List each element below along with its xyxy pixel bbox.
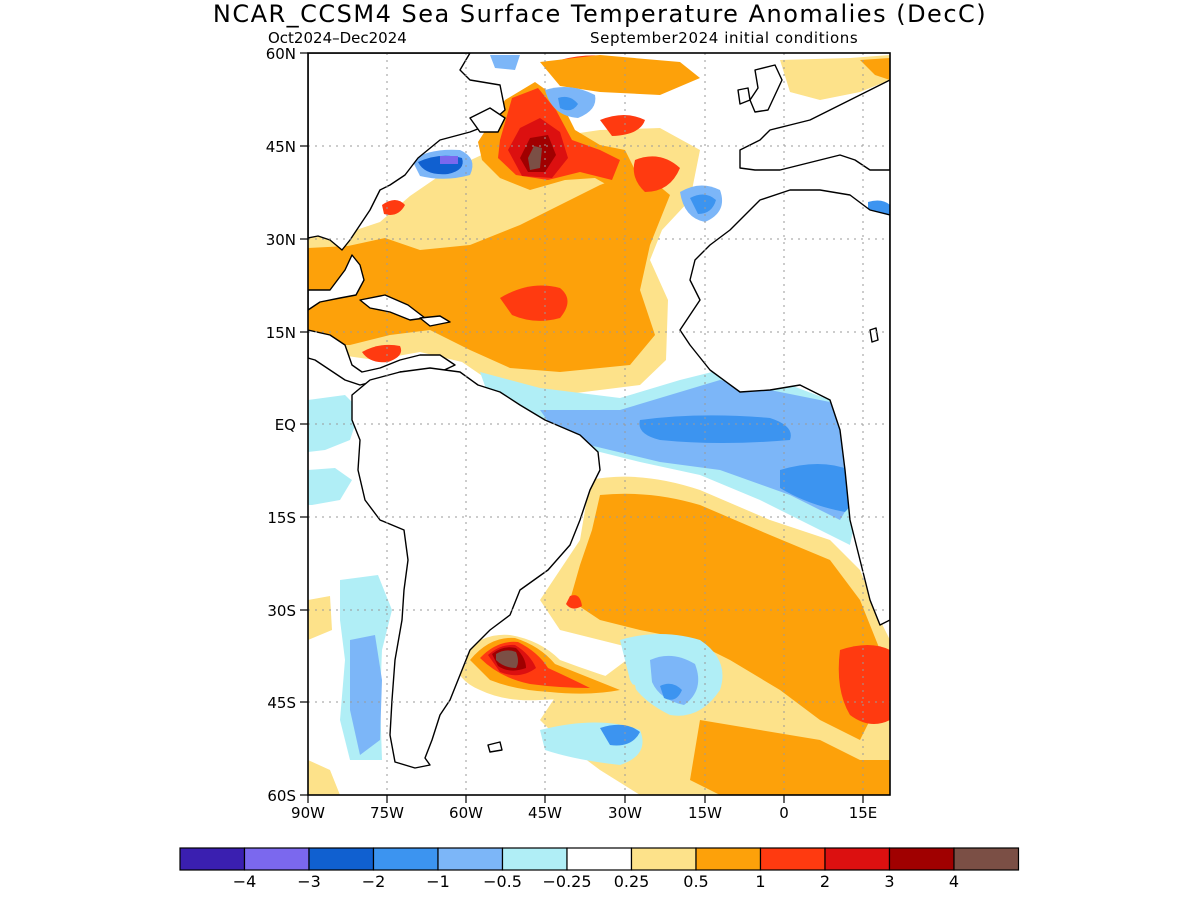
- colorbar-swatch: [308, 847, 375, 871]
- colorbar-label: −1: [426, 872, 450, 891]
- colorbar-swatch: [437, 847, 504, 871]
- lon-label: 30W: [608, 804, 642, 822]
- colorbar-swatch: [695, 847, 762, 871]
- lon-label: 45W: [528, 804, 562, 822]
- colorbar-label: 0.25: [613, 872, 650, 891]
- lat-label: 15N: [265, 324, 296, 342]
- colorbar-label: 1: [755, 872, 766, 891]
- colorbar-label: −2: [361, 872, 386, 891]
- lat-label: 60S: [267, 787, 296, 805]
- colorbar-label: −4: [232, 872, 257, 891]
- lat-label: 30N: [265, 231, 296, 249]
- chart-title: NCAR_CCSM4 Sea Surface Temperature Anoma…: [212, 0, 988, 28]
- lat-label: 30S: [267, 602, 296, 620]
- lat-label: 45S: [267, 694, 296, 712]
- lon-label: 75W: [370, 804, 404, 822]
- colorbar-label: 4: [948, 872, 960, 891]
- colorbar-swatch: [759, 847, 826, 871]
- colorbar-swatch: [501, 847, 568, 871]
- lon-label: 15E: [848, 804, 878, 822]
- colorbar-label: 2: [819, 872, 831, 891]
- continents: [308, 53, 890, 769]
- initial-conditions: September2024 initial conditions: [590, 29, 859, 47]
- lon-label: 60W: [449, 804, 483, 822]
- colorbar-label: 3: [884, 872, 895, 891]
- colorbar-label: −0.25: [542, 872, 592, 891]
- colorbar-swatch: [824, 847, 891, 871]
- lat-label: EQ: [274, 416, 296, 434]
- lon-label: 15W: [688, 804, 722, 822]
- lon-label: 90W: [291, 804, 325, 822]
- colorbar-swatch: [372, 847, 439, 871]
- lat-label: 15S: [267, 509, 296, 527]
- lon-label: 0: [779, 804, 789, 822]
- colorbar-swatch: [179, 847, 246, 871]
- colorbar-swatch: [630, 847, 697, 871]
- graticule: [308, 53, 890, 795]
- colorbar-swatch: [953, 847, 1020, 871]
- lat-label: 60N: [265, 45, 296, 63]
- forecast-period: Oct2024–Dec2024: [268, 29, 407, 47]
- colorbar-swatch: [888, 847, 955, 871]
- colorbar-swatch: [243, 847, 310, 871]
- colorbar-label: −3: [297, 872, 321, 891]
- colorbar-swatch: [566, 847, 633, 871]
- colorbar-label: −0.5: [483, 872, 522, 891]
- colorbar-label: 0.5: [683, 872, 709, 891]
- lat-label: 45N: [265, 138, 296, 156]
- anomaly-field: [308, 53, 890, 795]
- axis-ticks: [300, 52, 864, 803]
